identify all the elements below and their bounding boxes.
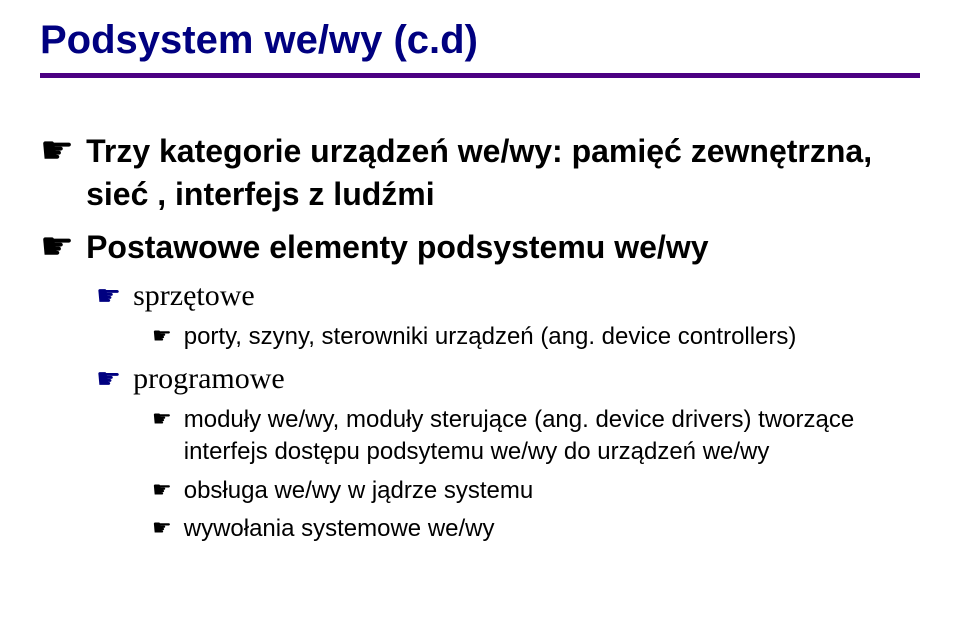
- pointing-hand-icon: ☛: [152, 479, 172, 501]
- pointing-hand-icon: ☛: [40, 228, 74, 266]
- title-underline: [40, 73, 920, 78]
- bullet-text: programowe: [133, 359, 920, 398]
- pointing-hand-icon: ☛: [96, 282, 121, 310]
- pointing-hand-icon: ☛: [40, 132, 74, 170]
- pointing-hand-icon: ☛: [152, 408, 172, 430]
- bullet-text: porty, szyny, sterowniki urządzeń (ang. …: [184, 321, 920, 353]
- bullet-text: obsługa we/wy w jądrze systemu: [184, 475, 920, 507]
- bullet-lvl2: ☛ sprzętowe: [96, 276, 920, 315]
- bullet-text: wywołania systemowe we/wy: [184, 513, 920, 545]
- page-title: Podsystem we/wy (c.d): [40, 18, 920, 63]
- bullet-lvl1: ☛ Postawowe elementy podsystemu we/wy: [40, 226, 920, 269]
- pointing-hand-icon: ☛: [152, 517, 172, 539]
- bullet-text: sprzętowe: [133, 276, 920, 315]
- bullet-lvl3: ☛ moduły we/wy, moduły sterujące (ang. d…: [152, 404, 920, 469]
- bullet-lvl2: ☛ programowe: [96, 359, 920, 398]
- slide: Podsystem we/wy (c.d) ☛ Trzy kategorie u…: [0, 0, 960, 633]
- bullet-text: Trzy kategorie urządzeń we/wy: pamięć ze…: [86, 130, 920, 216]
- bullet-lvl1: ☛ Trzy kategorie urządzeń we/wy: pamięć …: [40, 130, 920, 216]
- bullet-lvl3: ☛ obsługa we/wy w jądrze systemu: [152, 475, 920, 507]
- bullet-text: Postawowe elementy podsystemu we/wy: [86, 226, 920, 269]
- pointing-hand-icon: ☛: [96, 365, 121, 393]
- bullet-lvl3: ☛ porty, szyny, sterowniki urządzeń (ang…: [152, 321, 920, 353]
- bullet-lvl3: ☛ wywołania systemowe we/wy: [152, 513, 920, 545]
- pointing-hand-icon: ☛: [152, 325, 172, 347]
- bullet-text: moduły we/wy, moduły sterujące (ang. dev…: [184, 404, 920, 469]
